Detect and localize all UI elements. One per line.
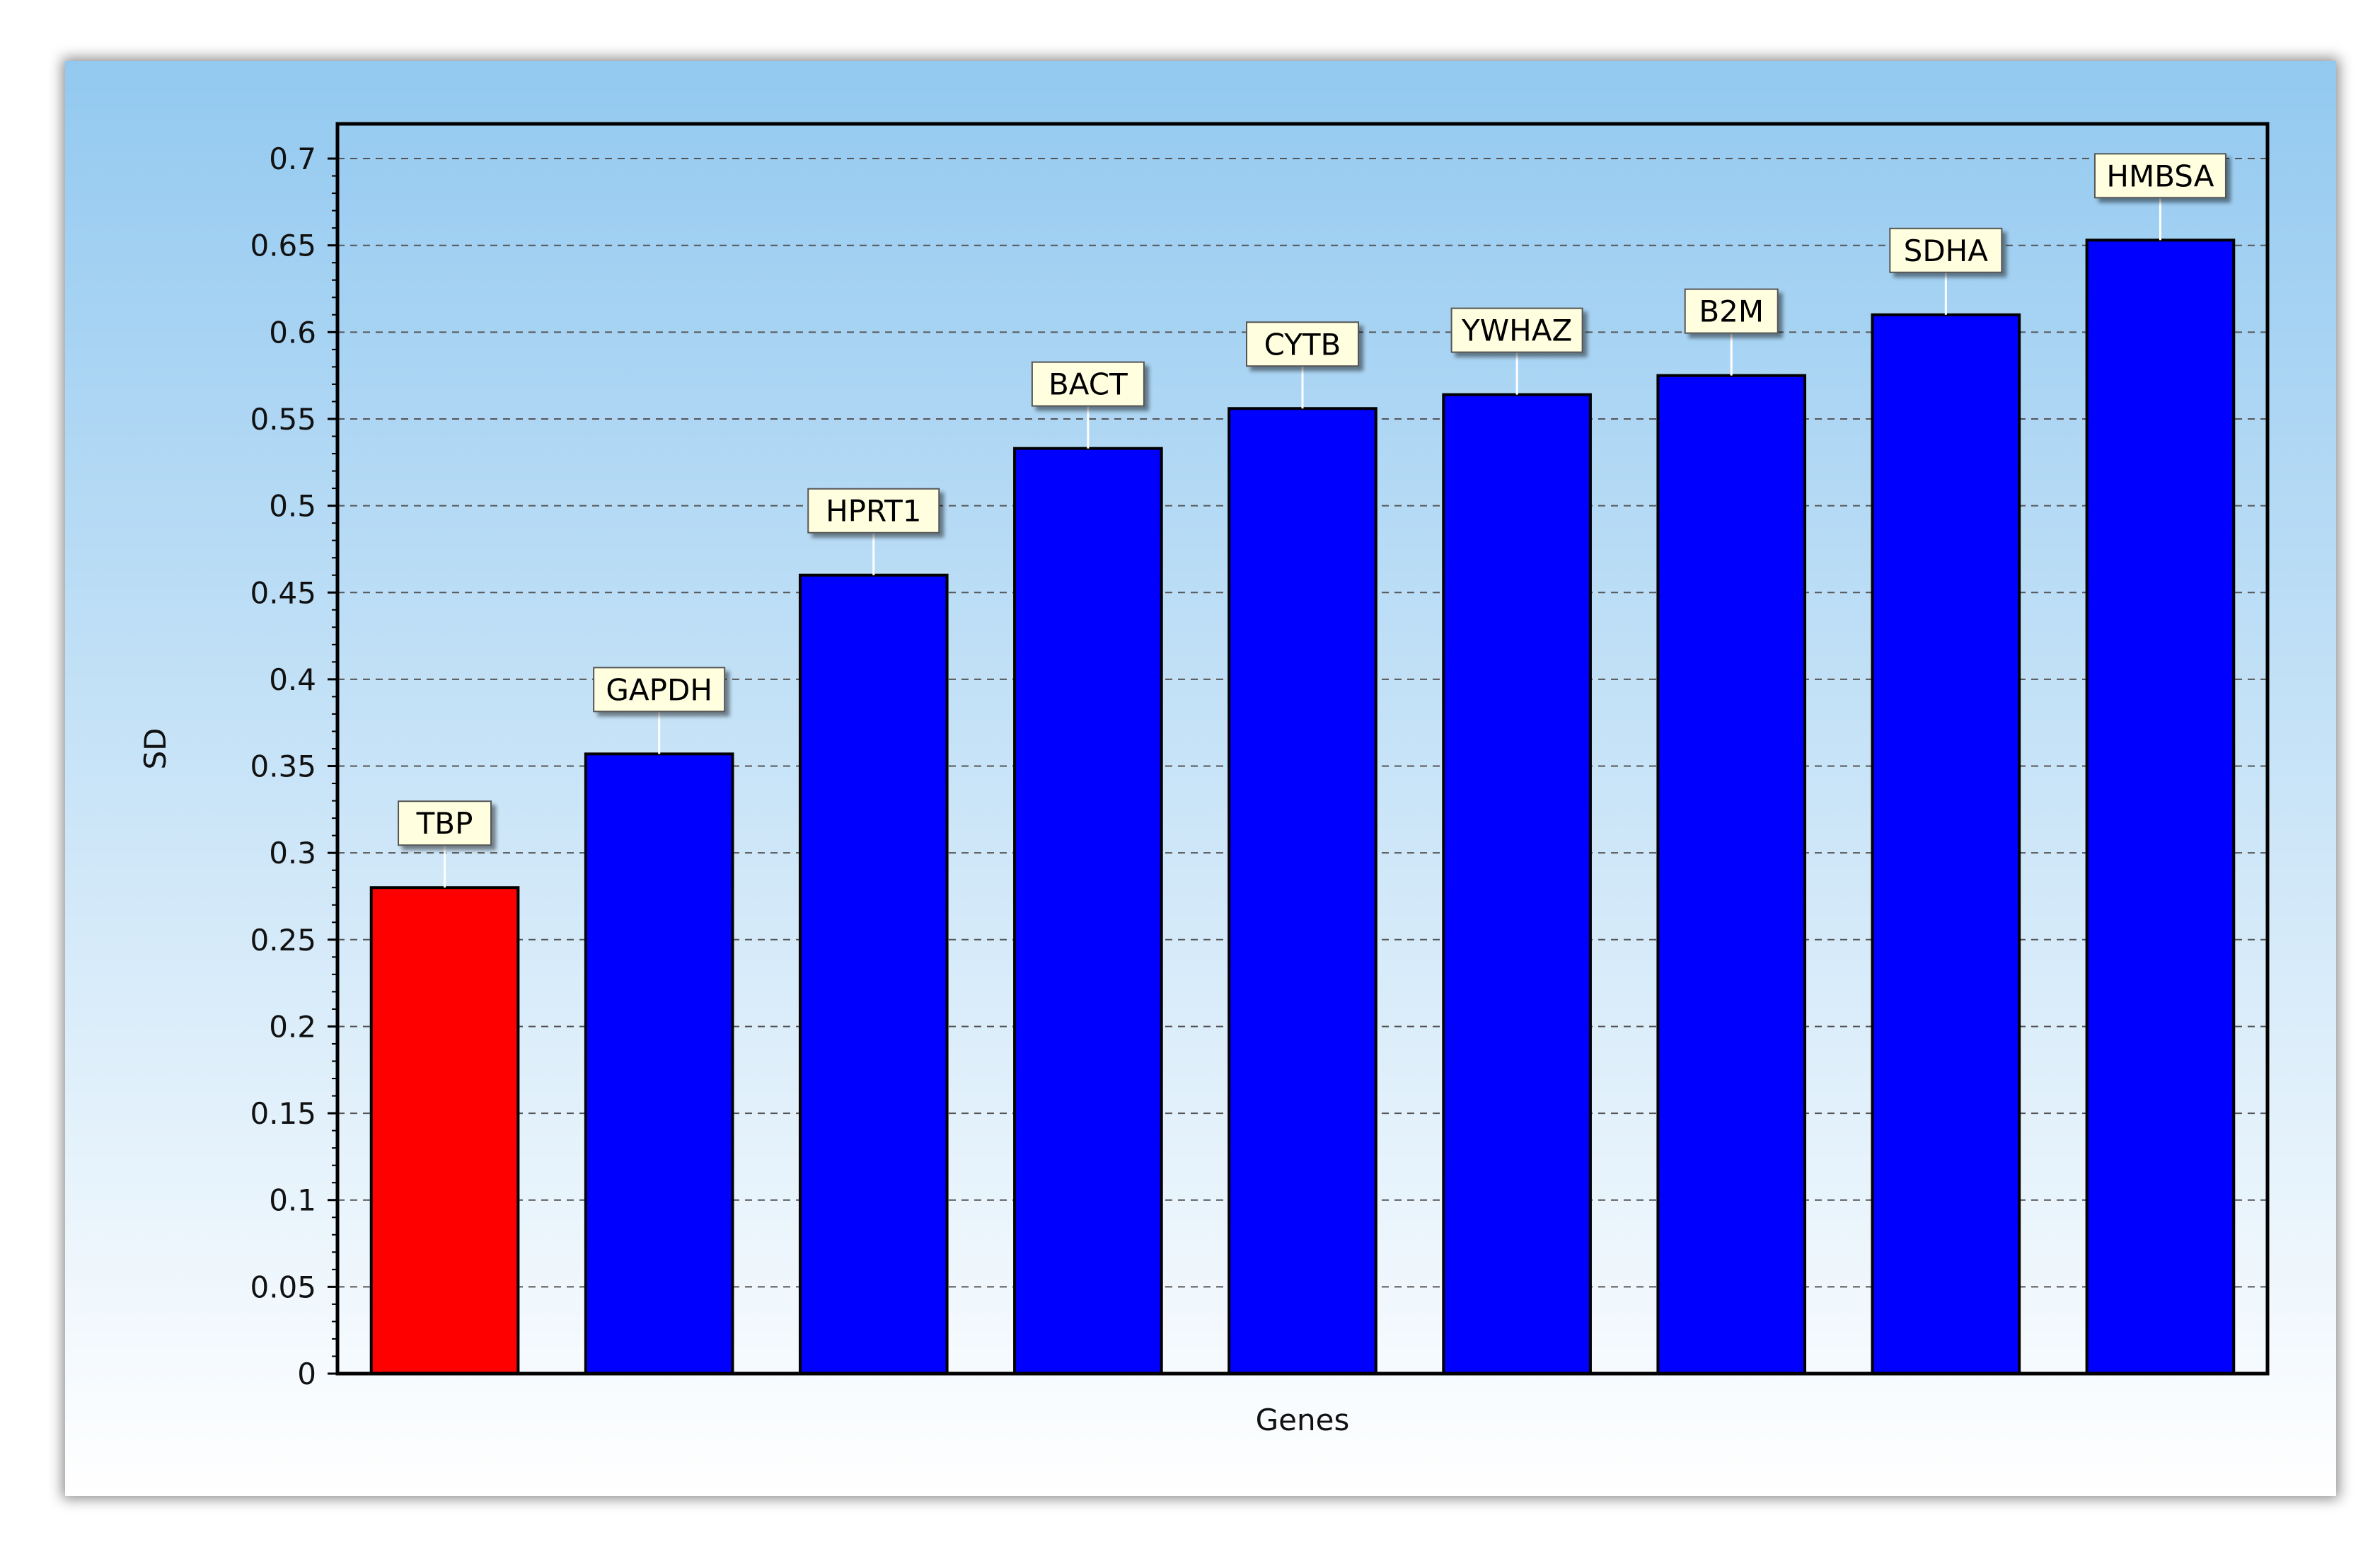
bar <box>1013 447 1163 1375</box>
data-label: YWHAZ <box>1461 314 1572 348</box>
chart-frame: 0 0.05 0.1 0.15 0.2 0.25 0.3 0.35 0.4 0.45 0.5 0.55… <box>65 61 2336 1496</box>
data-label: HPRT1 <box>826 494 921 529</box>
y-tick-label: 0.55 <box>250 402 316 437</box>
bar <box>1656 374 1807 1375</box>
data-labels: TBP GAPDH HPRT1 BACT CYTB YWHAZ B2M SDHA HMBSA <box>398 153 2226 888</box>
data-label-box <box>1031 361 1145 407</box>
data-label: CYTB <box>1264 327 1341 362</box>
y-tick-label: 0.35 <box>250 749 316 784</box>
y-tick-label: 0.05 <box>250 1270 316 1304</box>
data-label-box <box>2093 153 2226 199</box>
data-label: TBP <box>416 806 473 841</box>
bar <box>584 752 734 1375</box>
data-label-box <box>398 800 492 846</box>
bar <box>369 886 520 1375</box>
data-label-box <box>593 667 726 713</box>
y-tick-label: 0.2 <box>269 1009 316 1044</box>
data-label: HMBSA <box>2106 159 2214 193</box>
bar <box>1442 393 1592 1376</box>
y-axis-title: SD <box>138 728 173 769</box>
data-label: SDHA <box>1904 234 1989 268</box>
y-tick-label: 0.25 <box>250 923 316 957</box>
data-label-box <box>1889 227 2003 273</box>
y-tick-label: 0.4 <box>269 662 316 697</box>
data-label-box <box>1246 321 1359 367</box>
bar <box>798 573 949 1376</box>
data-label-box <box>1450 307 1583 353</box>
axes: 0 0.05 0.1 0.15 0.2 0.25 0.3 0.35 0.4 0.45 0.5 0.55… <box>250 122 2270 1391</box>
y-tick-label: 0.3 <box>269 836 316 870</box>
y-tick-label: 0.65 <box>250 229 316 263</box>
data-label: B2M <box>1699 294 1764 329</box>
bars <box>369 238 2236 1376</box>
data-label: BACT <box>1049 367 1128 402</box>
y-tick-label: 0 <box>297 1357 316 1391</box>
y-tick-label: 0.5 <box>269 489 316 524</box>
y-tick-label: 0.6 <box>269 315 316 350</box>
y-tick-label: 0.45 <box>250 575 316 610</box>
y-tick-label: 0.1 <box>269 1183 316 1218</box>
data-label-box <box>807 488 940 534</box>
x-axis-title: Genes <box>1256 1403 1350 1437</box>
y-tick-label: 0.15 <box>250 1096 316 1131</box>
bar <box>1871 313 2021 1375</box>
data-label: GAPDH <box>606 672 712 707</box>
bar <box>1227 407 1377 1375</box>
plot-frame <box>335 122 2270 1376</box>
bar-chart: 0 0.05 0.1 0.15 0.2 0.25 0.3 0.35 0.4 0.45 0.5 0.55… <box>65 61 2336 1496</box>
data-label-box <box>1684 288 1779 334</box>
bar <box>2085 238 2236 1376</box>
y-tick-label: 0.7 <box>269 142 316 176</box>
